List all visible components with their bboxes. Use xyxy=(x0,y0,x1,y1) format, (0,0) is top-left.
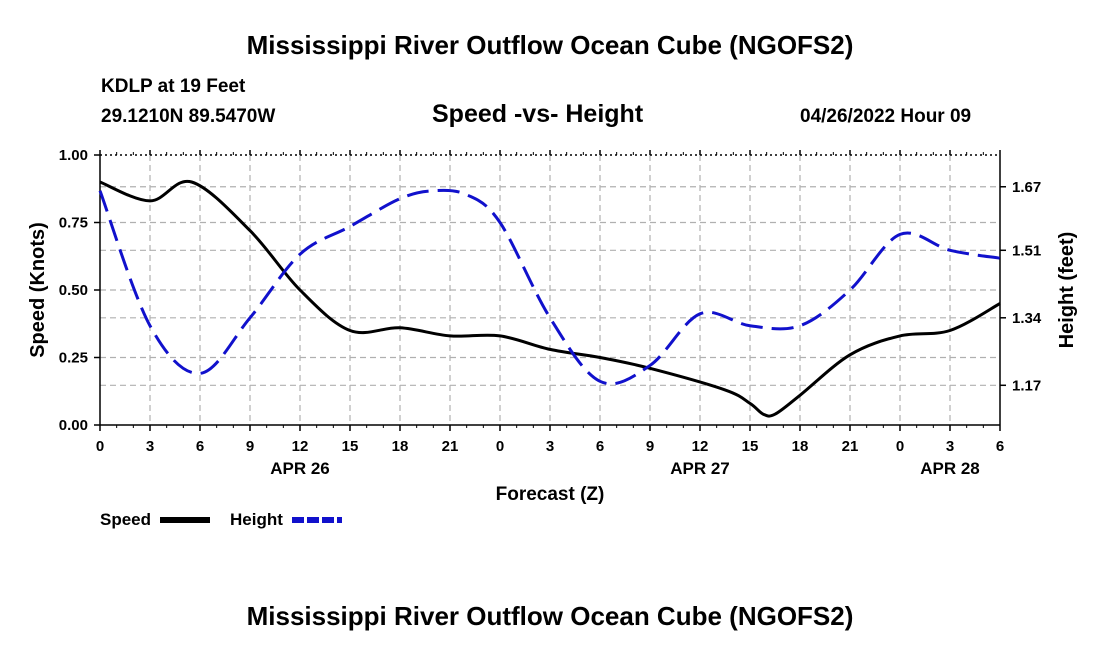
x-tick-label: 21 xyxy=(442,438,459,455)
x-tick-label: 15 xyxy=(742,438,759,455)
y-tick-label: 0.25 xyxy=(59,350,88,367)
x-tick-label: 9 xyxy=(646,438,654,455)
chart-title-bottom: Mississippi River Outflow Ocean Cube (NG… xyxy=(246,601,854,631)
y-axis-label: Speed (Knots) xyxy=(27,222,49,358)
series-line-height xyxy=(98,188,1001,386)
x-tick-label: 18 xyxy=(792,438,809,455)
chart-subtitle: Speed -vs- Height xyxy=(432,100,644,128)
x-tick-label: 3 xyxy=(546,438,554,455)
legend: Speed Height xyxy=(100,510,342,529)
x-axis-label: Forecast (Z) xyxy=(496,484,605,505)
y2-tick-label: 1.51 xyxy=(1012,242,1041,259)
x-tick-label: 6 xyxy=(596,438,604,455)
x-tick-label: 6 xyxy=(196,438,204,455)
y-tick-label: 0.50 xyxy=(59,282,88,299)
x-tick-label: 3 xyxy=(946,438,954,455)
x-tick-label: 0 xyxy=(896,438,904,455)
grid-layer xyxy=(100,155,1000,425)
labels-layer: 0 3 6 9 12 15 18 21 0 3 6 9 12 15 18 21 0 3 6 APR 26 APR 27 A… xyxy=(27,147,1078,505)
x-tick-label: 21 xyxy=(842,438,859,455)
speed-height-chart: 0 3 6 9 12 15 18 21 0 3 6 9 12 15 18 21 0 3 6 APR 26 APR 27 A… xyxy=(27,147,1078,529)
x-date-label: APR 26 xyxy=(270,459,330,478)
x-tick-label: 0 xyxy=(496,438,504,455)
axes-layer xyxy=(94,150,1006,431)
forecast-datetime: 04/26/2022 Hour 09 xyxy=(800,106,972,127)
x-tick-label: 18 xyxy=(392,438,409,455)
x-date-label: APR 28 xyxy=(920,459,980,478)
x-tick-label: 12 xyxy=(692,438,709,455)
legend-label-speed: Speed xyxy=(100,510,151,529)
x-tick-label: 12 xyxy=(292,438,309,455)
y2-axis-label: Height (feet) xyxy=(1056,232,1078,349)
y2-tick-label: 1.67 xyxy=(1012,179,1041,196)
station-label: KDLP at 19 Feet xyxy=(101,76,246,97)
x-tick-label: 15 xyxy=(342,438,359,455)
series-layer xyxy=(98,179,1001,418)
y-tick-label: 0.00 xyxy=(59,417,88,434)
series-line-speed xyxy=(99,179,1001,418)
y-tick-label: 0.75 xyxy=(59,215,88,232)
x-tick-label: 6 xyxy=(996,438,1004,455)
chart-title-top: Mississippi River Outflow Ocean Cube (NG… xyxy=(246,30,854,60)
x-tick-label: 9 xyxy=(246,438,254,455)
x-tick-label: 0 xyxy=(96,438,104,455)
x-date-label: APR 27 xyxy=(670,459,730,478)
x-tick-label: 3 xyxy=(146,438,154,455)
station-coords: 29.1210N 89.5470W xyxy=(101,106,276,127)
legend-label-height: Height xyxy=(230,510,283,529)
y2-tick-label: 1.34 xyxy=(1012,310,1042,327)
y2-tick-label: 1.17 xyxy=(1012,377,1041,394)
y-tick-label: 1.00 xyxy=(59,147,88,164)
